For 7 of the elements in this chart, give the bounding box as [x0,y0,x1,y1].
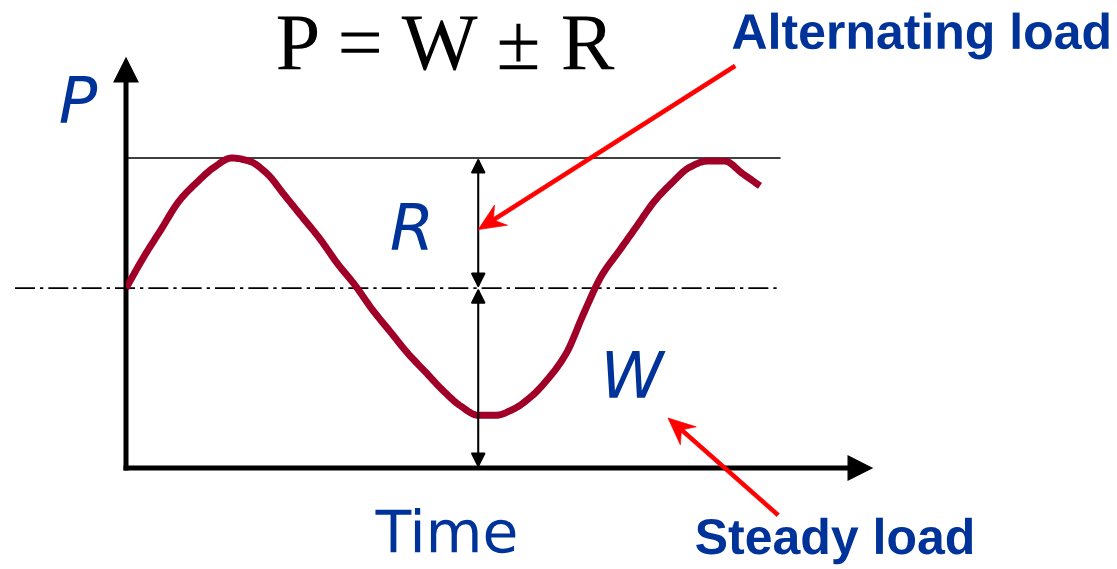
chart-title: P = W ± R [277,16,615,71]
annotation: R [391,203,429,250]
y-axis-title: P [60,76,98,123]
annotation: W [606,351,666,398]
text: Alternating load [732,12,1109,60]
text: Steady load [696,517,973,565]
x-axis-title: Time [375,508,516,554]
